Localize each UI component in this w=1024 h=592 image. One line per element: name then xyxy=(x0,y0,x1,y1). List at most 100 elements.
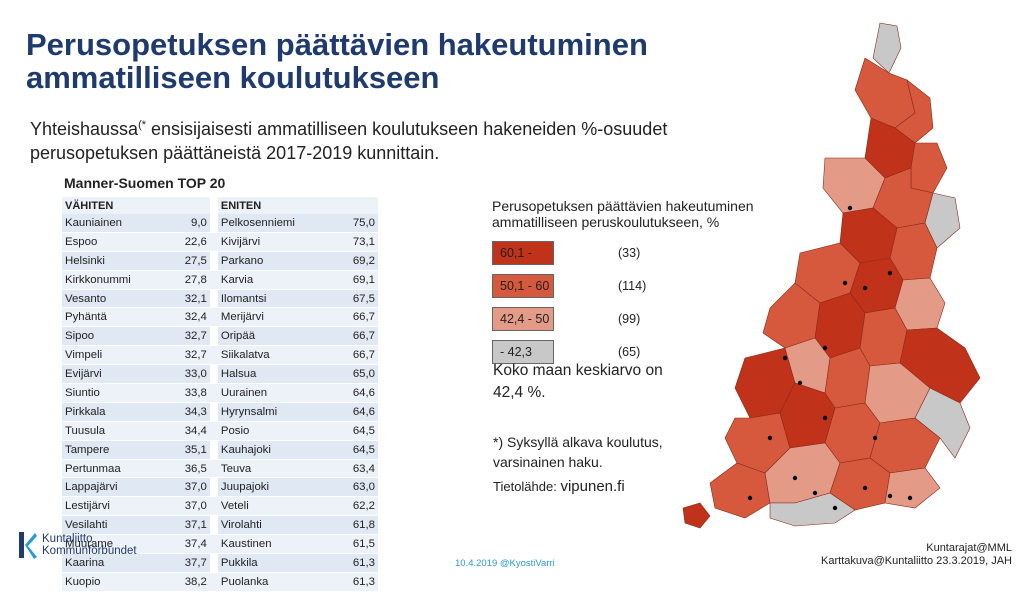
most-value: 62,2 xyxy=(336,496,378,517)
least-name: Kaarina xyxy=(62,553,169,573)
column-header-most: ENITEN xyxy=(217,197,378,214)
most-value: 69,2 xyxy=(336,251,378,271)
map-town-marker xyxy=(832,505,838,511)
table-row: Vesanto 32,1 Ilomantsi 67,5 xyxy=(62,289,378,309)
least-name: Kuopio xyxy=(62,572,169,592)
finland-municipality-map xyxy=(682,22,981,529)
map-credits: Kuntarajat@MML Karttakuva@Kuntaliitto 23… xyxy=(821,542,1012,568)
credits-line-1: Kuntarajat@MML xyxy=(926,542,1012,554)
least-name: Tampere xyxy=(62,440,169,460)
least-value: 35,1 xyxy=(168,440,210,460)
table-row: Evijärvi 33,0 Halsua 65,0 xyxy=(62,364,378,385)
most-name: Teuva xyxy=(217,459,337,479)
map-town-marker xyxy=(887,493,893,499)
most-value: 64,5 xyxy=(336,440,378,460)
logo-line-2: Kommunförbundet xyxy=(42,545,137,557)
map-region xyxy=(859,307,908,367)
footnote-mark: *) xyxy=(493,434,504,450)
map-town-marker xyxy=(862,485,868,491)
table-row: Kuopio 38,2 Puolanka 61,3 xyxy=(62,572,378,592)
least-value: 34,4 xyxy=(168,421,210,441)
map-town-marker xyxy=(822,415,828,421)
most-value: 61,3 xyxy=(336,572,378,592)
most-value: 63,0 xyxy=(336,477,378,498)
most-name: Pelkosenniemi xyxy=(217,214,337,233)
source-line: Tietolähde: vipunen.fi xyxy=(493,478,625,495)
table-row: Vimpeli 32,7 Siikalatva 66,7 xyxy=(62,345,378,366)
most-value: 63,4 xyxy=(336,459,378,479)
map-town-marker xyxy=(907,495,913,501)
least-value: 37,0 xyxy=(168,496,210,517)
most-value: 66,7 xyxy=(336,345,378,366)
legend-count: (65) xyxy=(618,345,641,359)
map-region xyxy=(682,502,711,529)
legend-range: 42,4 - 50 xyxy=(500,312,550,326)
top20-heading: Manner-Suomen TOP 20 xyxy=(64,175,226,191)
map-town-marker xyxy=(747,495,753,501)
least-value: 27,8 xyxy=(168,270,210,290)
legend-range: - 42,3 xyxy=(500,345,532,359)
table-row: Lappajärvi 37,0 Juupajoki 63,0 xyxy=(62,477,378,498)
map-town-marker xyxy=(842,280,848,286)
least-value: 22,6 xyxy=(168,232,210,252)
map-town-marker xyxy=(767,435,773,441)
subtitle-start: Yhteishaussa xyxy=(30,119,139,139)
least-value: 9,0 xyxy=(168,214,210,233)
least-name: Pertunmaa xyxy=(62,459,169,479)
map-town-marker xyxy=(812,490,818,496)
least-name: Vesilahti xyxy=(62,515,169,536)
most-name: Halsua xyxy=(217,364,337,385)
legend-item: - 42,3 (65) xyxy=(492,337,792,367)
most-value: 75,0 xyxy=(336,214,378,233)
least-value: 37,1 xyxy=(168,515,210,536)
table-row: Siuntio 33,8 Uurainen 64,6 xyxy=(62,383,378,403)
least-name: Sipoo xyxy=(62,326,169,347)
table-row: Pyhäntä 32,4 Merijärvi 66,7 xyxy=(62,307,378,328)
page-title: Perusopetuksen päättävien hakeutuminen a… xyxy=(26,27,648,95)
map-town-marker xyxy=(797,380,803,386)
footnote-text: Syksyllä alkava koulutus, varsinainen ha… xyxy=(493,434,663,470)
least-value: 38,2 xyxy=(168,572,210,592)
table-row: Vesilahti 37,1 Virolahti 61,8 xyxy=(62,515,378,536)
least-value: 32,1 xyxy=(168,289,210,309)
least-name: Muurame xyxy=(62,534,169,555)
legend-count: (33) xyxy=(618,246,641,260)
source-label: Tietolähde: xyxy=(493,479,561,494)
least-value: 32,4 xyxy=(168,307,210,328)
kuntaliitto-logo-icon xyxy=(19,532,37,559)
least-name: Vesanto xyxy=(62,289,169,309)
most-value: 61,5 xyxy=(336,534,378,555)
most-name: Kivijärvi xyxy=(217,232,337,252)
most-name: Uurainen xyxy=(217,383,337,403)
legend-swatch xyxy=(492,340,554,364)
footnote-ref: (* xyxy=(138,119,147,131)
most-name: Pukkila xyxy=(217,553,337,573)
least-name: Pirkkala xyxy=(62,402,169,422)
table-row: Tuusula 34,4 Posio 64,5 xyxy=(62,421,378,441)
most-value: 65,0 xyxy=(336,364,378,385)
least-name: Kauniainen xyxy=(62,214,169,233)
map-region xyxy=(769,492,856,527)
most-name: Parkano xyxy=(217,251,337,271)
least-value: 36,5 xyxy=(168,459,210,479)
date-footer: 10.4.2019 @KyostiVarri xyxy=(455,558,555,569)
column-header-least: VÄHITEN xyxy=(62,197,210,214)
table-row: Pertunmaa 36,5 Teuva 63,4 xyxy=(62,459,378,479)
footnote: *) Syksyllä alkava koulutus, varsinainen… xyxy=(493,432,733,472)
national-average: Koko maan keskiarvo on 42,4 %. xyxy=(493,362,663,401)
legend-range: 50,1 - 60 xyxy=(500,279,550,293)
table-row: Muurame 37,4 Kaustinen 61,5 xyxy=(62,534,378,555)
table-row: Lestijärvi 37,0 Veteli 62,2 xyxy=(62,496,378,517)
least-name: Espoo xyxy=(62,232,169,252)
legend-swatch xyxy=(492,274,554,298)
most-value: 66,7 xyxy=(336,307,378,328)
table-row: Kirkkonummi 27,8 Karvia 69,1 xyxy=(62,270,378,290)
most-name: Juupajoki xyxy=(217,477,337,498)
table-row: Tampere 35,1 Kauhajoki 64,5 xyxy=(62,440,378,460)
map-region xyxy=(884,467,941,509)
least-name: Evijärvi xyxy=(62,364,169,385)
most-name: Hyrynsalmi xyxy=(217,402,337,422)
least-value: 33,8 xyxy=(168,383,210,403)
legend-count: (99) xyxy=(618,312,641,326)
map-region xyxy=(924,192,961,249)
